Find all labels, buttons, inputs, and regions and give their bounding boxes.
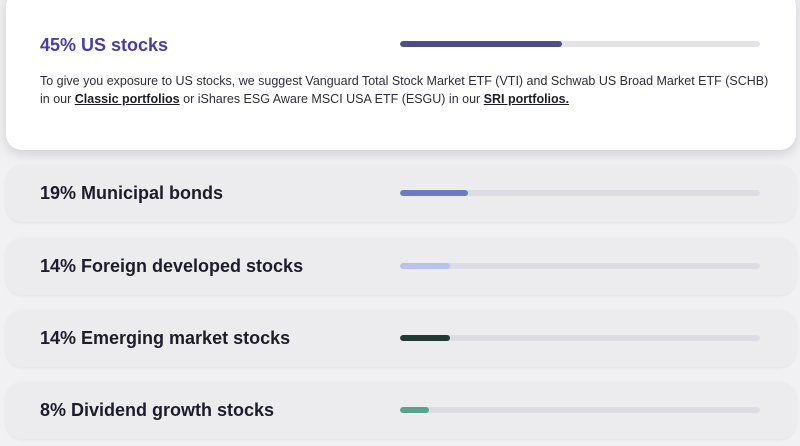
sri-portfolios-link[interactable]: SRI portfolios. — [483, 92, 570, 106]
allocation-title: 19% Municipal bonds — [40, 183, 224, 203]
allocation-progress-fill — [400, 41, 562, 47]
allocation-card-dividend-growth-stocks[interactable]: 8% Dividend growth stocks — [6, 382, 796, 439]
allocation-card-municipal-bonds[interactable]: 19% Municipal bonds — [6, 165, 796, 222]
allocation-progress-fill — [400, 335, 451, 341]
allocation-description: To give you exposure to US stocks, we su… — [40, 72, 770, 108]
allocation-progress-fill — [400, 190, 469, 196]
description-text: To give you exposure to US stocks, we su… — [40, 74, 769, 106]
allocation-progress-track — [400, 190, 760, 196]
allocation-card-us-stocks[interactable]: 45% US stocks To give you exposure to US… — [6, 0, 796, 150]
allocation-progress-track — [400, 263, 760, 269]
allocation-title: 45% US stocks — [40, 35, 169, 55]
allocation-progress-track — [400, 407, 760, 413]
allocation-progress-fill — [400, 407, 429, 413]
allocation-title: 14% Foreign developed stocks — [40, 256, 304, 276]
allocation-card-emerging-market-stocks[interactable]: 14% Emerging market stocks — [6, 310, 796, 367]
classic-portfolios-link[interactable]: Classic portfolios — [74, 92, 180, 106]
allocation-progress-track — [400, 335, 760, 341]
allocation-progress-fill — [400, 263, 451, 269]
allocation-title: 8% Dividend growth stocks — [40, 400, 275, 420]
allocation-progress-track — [400, 41, 760, 47]
description-text: or iShares ESG Aware MSCI USA ETF (ESGU)… — [179, 92, 484, 106]
allocation-title: 14% Emerging market stocks — [40, 328, 291, 348]
allocation-card-foreign-developed-stocks[interactable]: 14% Foreign developed stocks — [6, 238, 796, 295]
